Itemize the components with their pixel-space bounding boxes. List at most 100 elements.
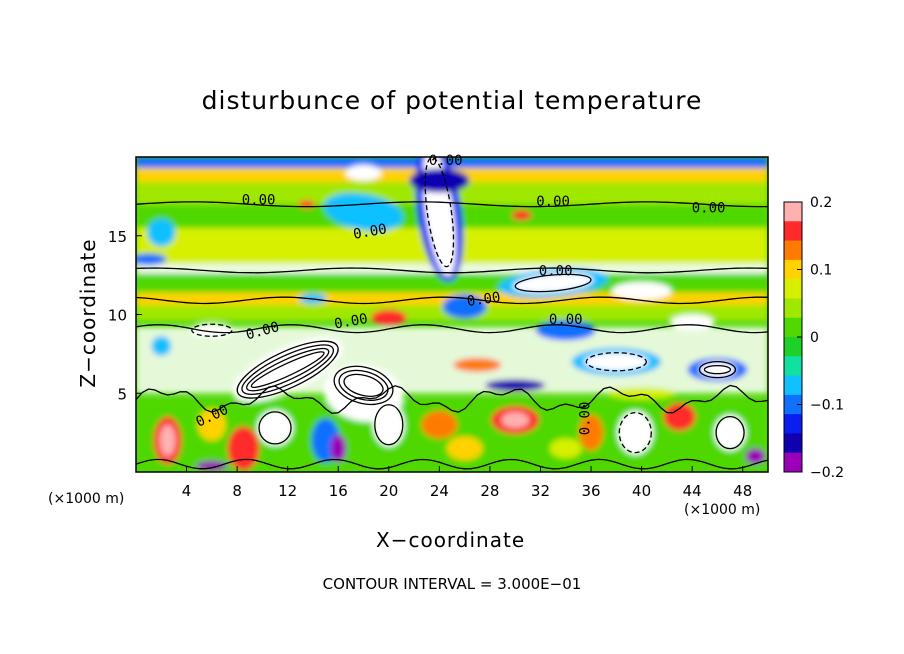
field-blob xyxy=(501,412,530,429)
field-blob xyxy=(584,352,649,371)
contour-line xyxy=(136,324,768,334)
contour-ring xyxy=(236,340,339,399)
y-tick-label: 10 xyxy=(108,307,127,325)
x-tick-label: 36 xyxy=(581,482,600,500)
contour-ring xyxy=(698,360,737,379)
field-blob xyxy=(257,409,294,446)
contour-line xyxy=(136,267,768,274)
colorbar-segment xyxy=(784,414,802,434)
field-blob xyxy=(197,408,226,441)
x-axis-unit-right: (×1000 m) xyxy=(684,502,761,518)
x-tick-label: 4 xyxy=(182,482,192,500)
x-tick-label: 32 xyxy=(531,482,550,500)
field-blob xyxy=(579,414,604,451)
field-blob xyxy=(151,336,172,356)
contour-label: 0.00 xyxy=(692,200,726,216)
contour-label: 0.00 xyxy=(578,402,594,436)
field-blob xyxy=(372,402,405,447)
field-blob xyxy=(147,218,176,247)
field-blob xyxy=(617,410,654,455)
field-blob xyxy=(453,357,502,372)
field-blob xyxy=(670,314,715,331)
x-tick-label: 16 xyxy=(329,482,348,500)
field-blob xyxy=(159,424,176,457)
contour-ring xyxy=(258,411,292,445)
field-blob xyxy=(442,294,487,319)
x-axis-unit: (×1000 m) xyxy=(48,491,125,507)
colorbar-segment xyxy=(784,259,802,280)
contour-label: 0.00 xyxy=(333,311,369,333)
field-blob xyxy=(511,210,532,221)
colorbar-segment xyxy=(784,394,802,415)
contour-ring xyxy=(703,364,732,375)
field-blob xyxy=(189,323,234,338)
y-axis-ticks: 5 10 15 xyxy=(108,228,142,403)
contour-line xyxy=(136,201,768,208)
x-tick-label: 12 xyxy=(278,482,297,500)
field-blob xyxy=(549,438,582,459)
colorbar-segment xyxy=(784,433,802,454)
x-tick-label: 20 xyxy=(379,482,398,500)
field-blob xyxy=(446,436,483,461)
chart-title: disturbunce of potential temperature xyxy=(201,86,703,115)
colorbar-segment xyxy=(784,317,802,338)
contour-interval-note: CONTOUR INTERVAL = 3.000E−01 xyxy=(322,575,582,593)
contour-label: 0.00 xyxy=(536,194,570,210)
contour-ring xyxy=(715,415,745,450)
contour-label: 0.00 xyxy=(549,312,583,328)
contour-ring xyxy=(343,373,384,397)
x-tick-label: 48 xyxy=(733,482,752,500)
x-tick-label: 40 xyxy=(632,482,651,500)
contour-ring xyxy=(424,157,455,268)
contour-ring xyxy=(333,365,394,406)
field-blob xyxy=(611,281,672,300)
x-tick-label: 44 xyxy=(683,482,702,500)
field-blob xyxy=(345,164,382,181)
x-axis-ticks: 4 8 12 16 20 24 28 32 36 40 44 48 xyxy=(182,466,752,500)
colorbar-segment xyxy=(784,240,802,261)
colorbar-segment xyxy=(784,356,802,377)
colorbar-segment xyxy=(784,279,802,299)
field-band xyxy=(136,157,768,169)
contour-ring xyxy=(338,369,389,402)
contour-ring xyxy=(250,351,325,389)
y-axis-label: Z−coordinate xyxy=(76,238,100,388)
contour-label: 0.00 xyxy=(429,153,463,169)
contour-ring xyxy=(246,347,330,392)
field-blob xyxy=(745,448,766,465)
colorbar-segment xyxy=(784,375,802,396)
y-tick-label: 15 xyxy=(108,228,127,246)
contour-line xyxy=(136,384,768,414)
field-blob xyxy=(136,253,167,266)
field-blob xyxy=(330,434,347,463)
colorbar-tick-label: 0.2 xyxy=(810,195,832,211)
field-blob xyxy=(606,387,677,400)
y-tick-label: 5 xyxy=(117,385,127,403)
field-band xyxy=(136,327,768,394)
field-blob xyxy=(421,410,458,439)
field-band xyxy=(136,273,768,293)
field-blob xyxy=(485,379,546,392)
field-blob xyxy=(370,309,407,326)
field-blob xyxy=(699,361,736,378)
contour-label: 0.00 xyxy=(539,263,573,279)
x-tick-label: 28 xyxy=(480,482,499,500)
colorbar-tick-label: −0.2 xyxy=(810,465,844,481)
x-tick-label: 24 xyxy=(430,482,449,500)
contour-ring xyxy=(618,411,652,454)
colorbar-segment xyxy=(784,452,802,473)
contour-ring xyxy=(241,344,335,395)
contour-label: 0.00 xyxy=(466,289,502,310)
colorbar-segment xyxy=(784,337,802,357)
contour-ring xyxy=(191,323,233,337)
contour-lines xyxy=(136,157,768,470)
colorbar-segment xyxy=(784,202,802,222)
x-tick-label: 8 xyxy=(232,482,242,500)
field-blob xyxy=(232,337,343,402)
contour-line xyxy=(136,458,768,470)
colorbar xyxy=(783,201,803,473)
colorbar-tick-label: 0.1 xyxy=(810,263,832,279)
contour-ring xyxy=(585,352,647,372)
colorbar-tick-label: −0.1 xyxy=(810,398,844,414)
